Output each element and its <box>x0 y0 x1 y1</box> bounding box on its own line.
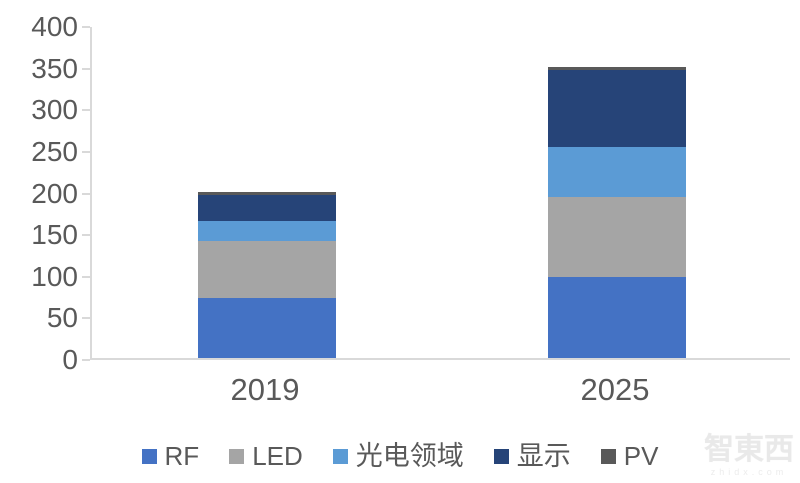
y-axis-tick-mark <box>82 234 90 237</box>
legend-swatch-icon <box>332 448 348 464</box>
legend-item-PV: PV <box>600 441 659 471</box>
legend-swatch-icon <box>229 448 245 464</box>
y-axis-tick-mark <box>82 317 90 320</box>
stacked-bar-2019 <box>198 25 336 358</box>
y-axis-tick-label: 400 <box>31 11 78 42</box>
y-axis-tick-label: 150 <box>31 219 78 251</box>
y-axis-tick-mark <box>82 26 90 28</box>
legend-label: PV <box>623 441 659 471</box>
y-axis-tick-label: 250 <box>31 135 78 167</box>
x-axis-tick-label: 2025 <box>580 372 650 407</box>
legend: RF LED 光电领域 显示 PV <box>0 438 800 474</box>
bar-segment-2025-显示 <box>548 69 686 147</box>
legend-label: RF <box>164 441 200 471</box>
legend-item-光电领域: 光电领域 <box>332 440 464 472</box>
y-axis-tick-mark <box>82 275 90 278</box>
bar-segment-2019-显示 <box>198 194 336 222</box>
y-axis-tick-mark <box>82 192 90 195</box>
x-axis-tick-label: 2019 <box>230 372 300 407</box>
y-axis-tick-label: 300 <box>31 94 78 126</box>
legend-swatch-icon <box>141 448 157 464</box>
y-axis-tick-mark <box>82 67 90 70</box>
bar-segment-2025-LED <box>548 197 686 278</box>
legend-label: 显示 <box>516 440 571 472</box>
y-axis-tick-label: 50 <box>46 302 78 334</box>
bar-segment-2019-LED <box>198 241 336 299</box>
legend-swatch-icon <box>600 448 616 464</box>
legend-item-RF: RF <box>141 441 200 471</box>
y-axis-tick-mark <box>82 359 90 361</box>
bar-segment-2025-光电领域 <box>548 146 686 198</box>
y-axis-tick-label: 200 <box>31 177 78 209</box>
bar-segment-2025-PV <box>548 66 686 70</box>
y-axis-tick-label: 100 <box>31 260 78 292</box>
bar-segment-2019-RF <box>198 298 336 358</box>
bar-segment-2019-PV <box>198 191 336 195</box>
y-axis-tick-label: 0 <box>62 344 78 375</box>
y-axis-tick-label: 350 <box>31 52 78 84</box>
legend-swatch-icon <box>493 448 509 464</box>
plot-area <box>82 25 790 361</box>
y-axis-tick-mark <box>82 109 90 112</box>
legend-label: 光电领域 <box>355 440 464 472</box>
bar-segment-2019-光电领域 <box>198 221 336 242</box>
y-axis-tick-mark <box>82 150 90 153</box>
legend-label: LED <box>252 441 303 471</box>
legend-item-LED: LED <box>229 443 303 469</box>
stacked-bar-2025 <box>548 25 686 358</box>
legend-item-显示: 显示 <box>493 440 571 472</box>
bar-segment-2025-RF <box>548 277 686 358</box>
